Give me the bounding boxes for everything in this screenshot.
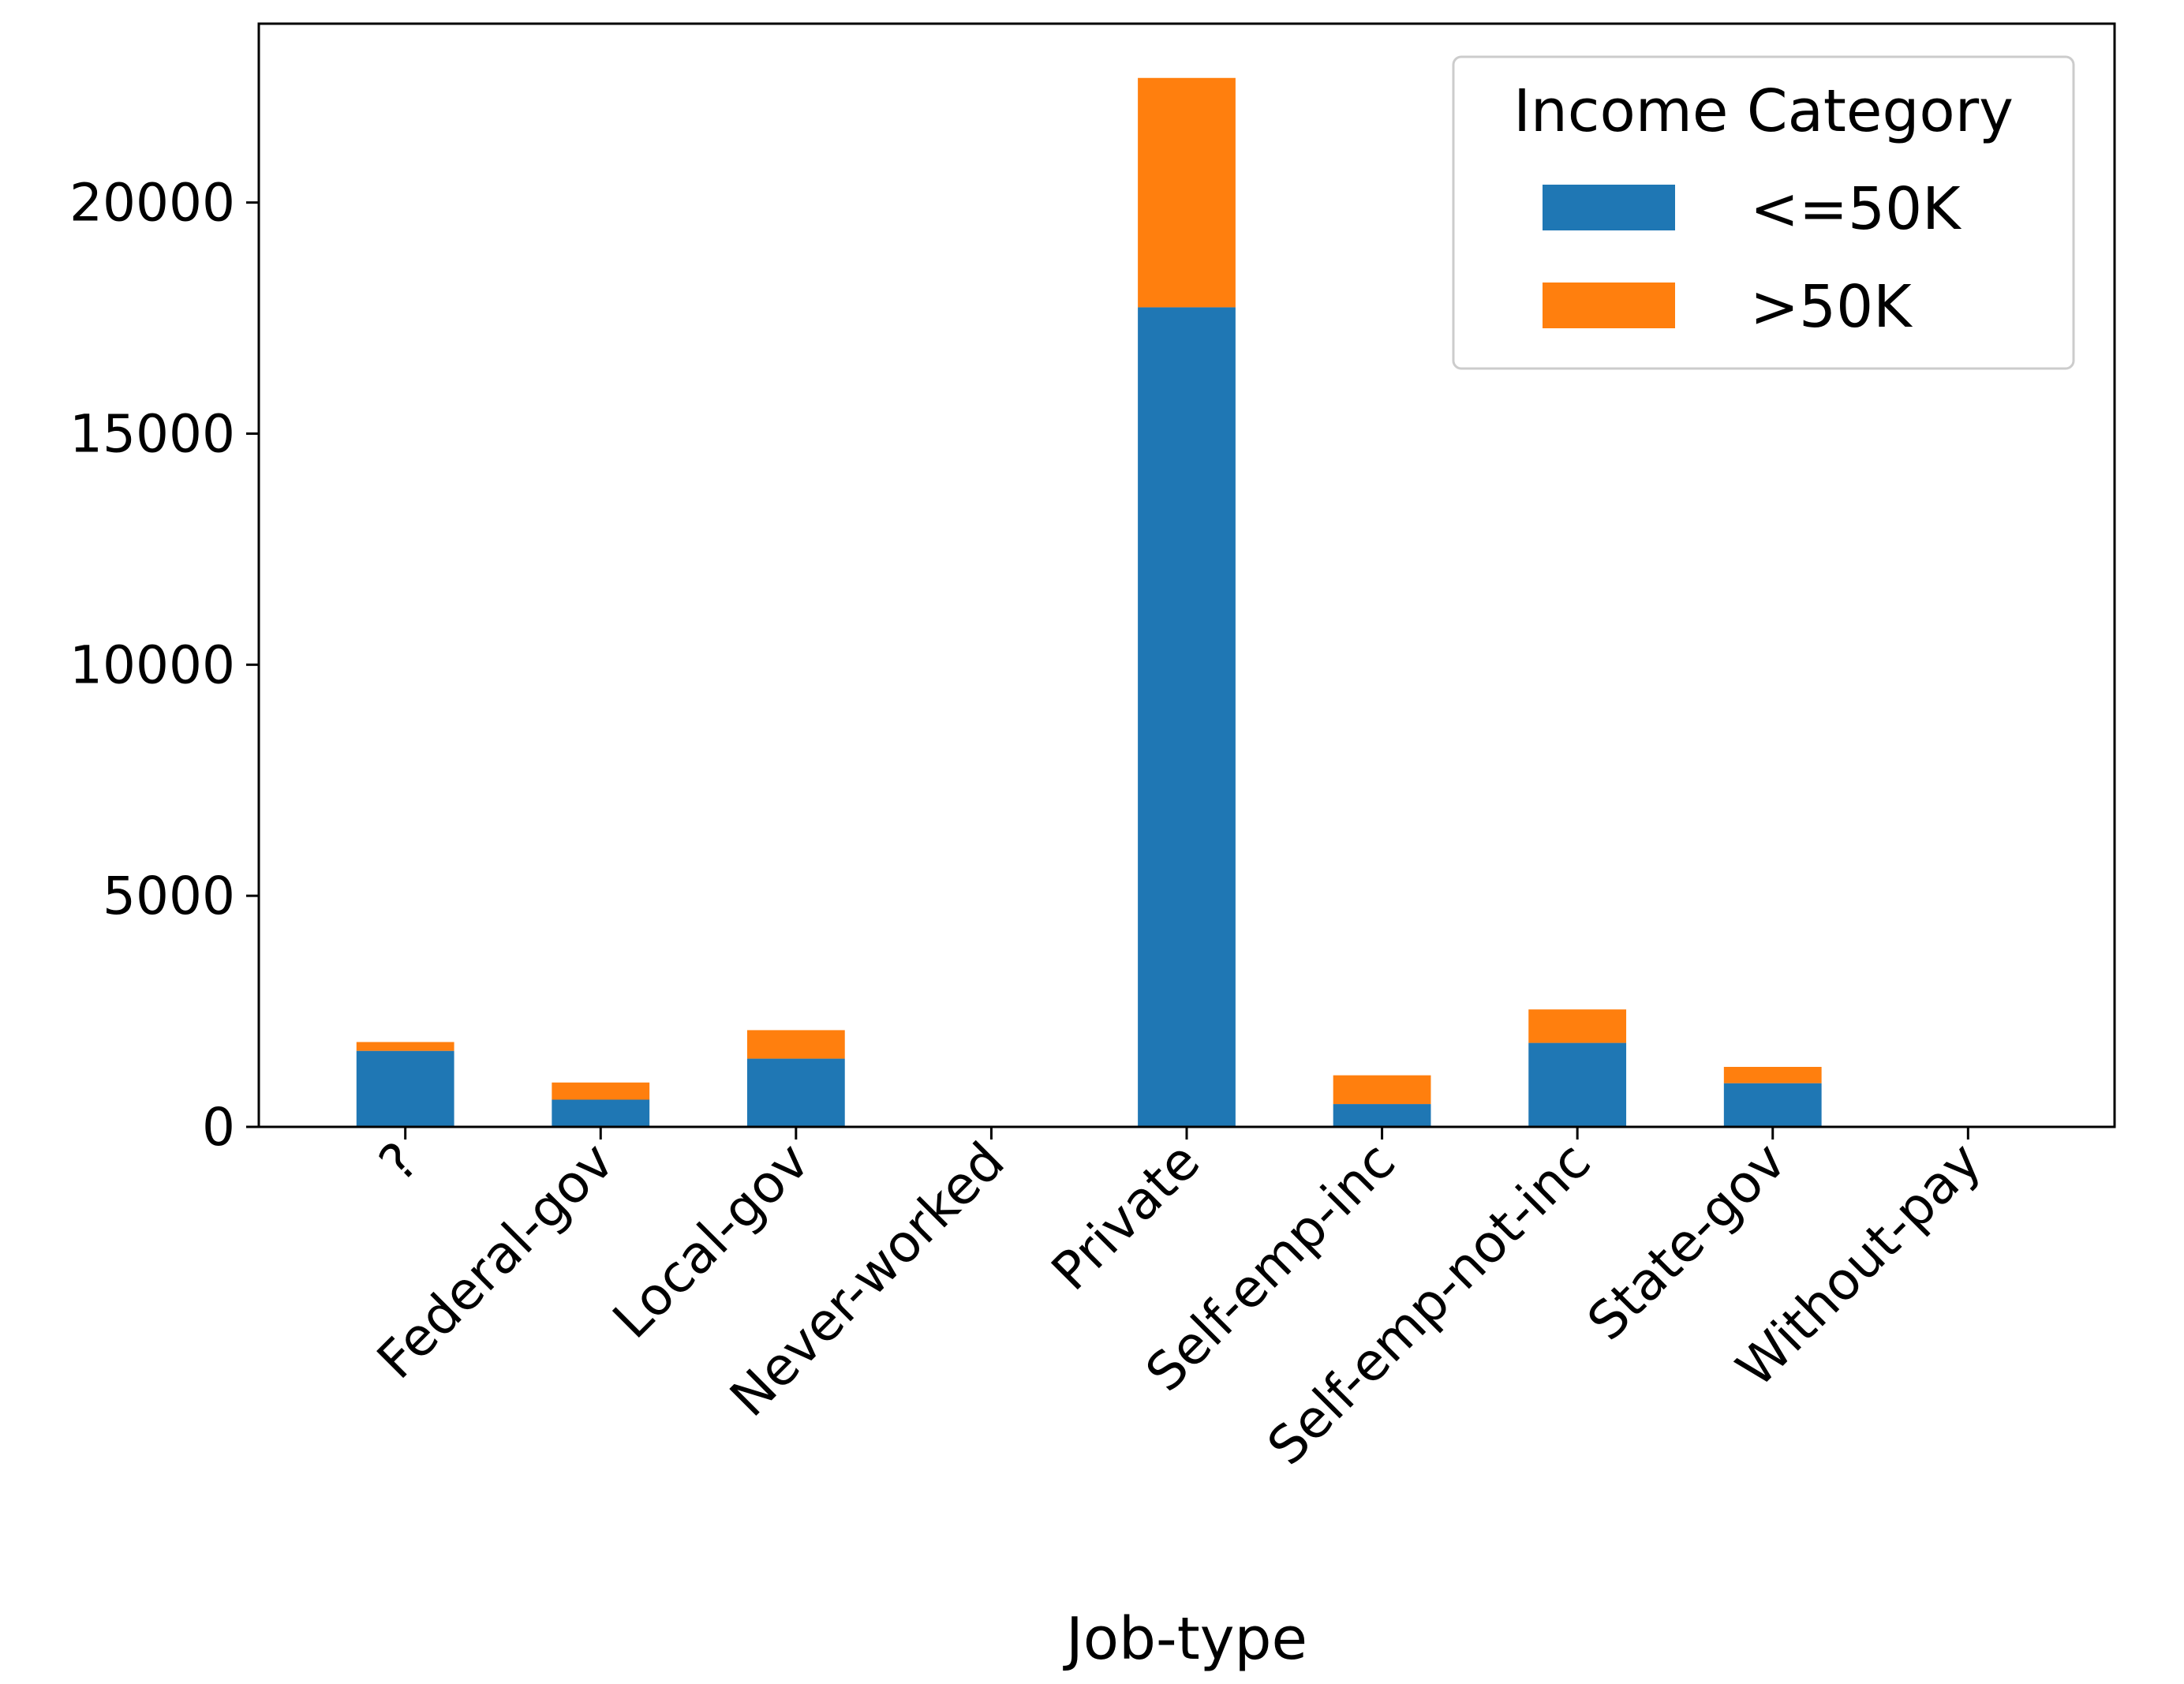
x-axis-title: Job-type (1063, 1605, 1307, 1673)
y-tick-label: 5000 (103, 866, 235, 926)
x-tick-label-private: Private (1040, 1131, 1211, 1302)
y-tick-label: 15000 (69, 403, 235, 464)
bar-unknown-gt50k (356, 1042, 454, 1051)
bar-private-gt50k (1138, 77, 1236, 308)
y-tick-label: 20000 (69, 173, 235, 234)
bar-local-gov-gt50k (746, 1030, 845, 1059)
legend-swatch-gt50k (1543, 283, 1675, 328)
x-tick-label-self-emp-not-inc: Self-emp-not-inc (1256, 1131, 1602, 1477)
bars-layer (356, 77, 2018, 1128)
bar-federal-gov-le50k (552, 1099, 650, 1127)
y-tick-label: 10000 (69, 634, 235, 695)
legend: Income Category <=50K >50K (1452, 55, 2075, 370)
bar-self-emp-inc-le50k (1333, 1104, 1431, 1127)
legend-title: Income Category (1513, 77, 2014, 145)
bar-federal-gov-gt50k (552, 1082, 650, 1100)
legend-swatch-le50k (1543, 185, 1675, 230)
bar-state-gov-gt50k (1723, 1066, 1822, 1083)
y-tick-label: 0 (202, 1097, 235, 1158)
legend-label-le50k: <=50K (1750, 175, 1962, 243)
bar-self-emp-not-inc-le50k (1528, 1042, 1627, 1127)
bar-local-gov-le50k (746, 1058, 845, 1127)
bar-state-gov-le50k (1723, 1083, 1822, 1127)
bar-unknown-le50k (356, 1050, 454, 1127)
x-tick-label-unknown: ? (368, 1131, 430, 1193)
y-axis: 0 5000 10000 15000 20000 (69, 173, 259, 1158)
bar-private-le50k (1138, 307, 1236, 1128)
legend-label-gt50k: >50K (1750, 273, 1913, 341)
bar-self-emp-inc-gt50k (1333, 1075, 1431, 1105)
bar-self-emp-not-inc-gt50k (1528, 1009, 1627, 1043)
